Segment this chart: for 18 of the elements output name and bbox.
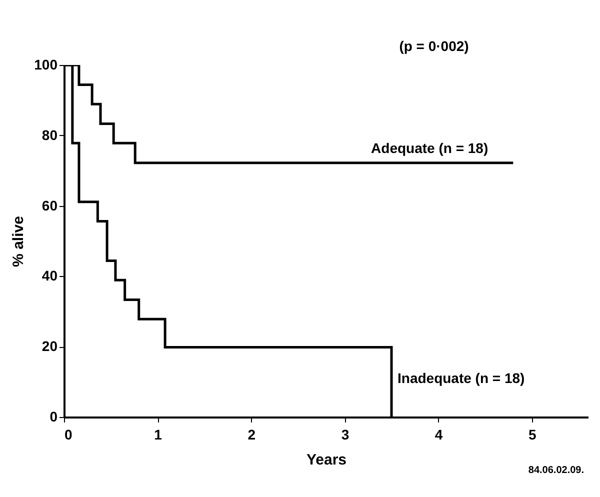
x-tick-label: 3	[341, 426, 350, 442]
x-axis-title: Years	[306, 452, 347, 468]
y-tick-label: 80	[42, 126, 58, 143]
text: 84.06.02.09.	[528, 465, 584, 476]
x-tick-label: 4	[434, 426, 443, 442]
y-tick-label: 40	[42, 268, 58, 284]
x-tick-label: 1	[154, 426, 162, 442]
series-label: Adequate (n = 18)	[371, 140, 488, 156]
x-tick-label: 2	[248, 426, 256, 442]
series-label: Inadequate (n = 18)	[398, 370, 525, 386]
y-tick-label: 60	[42, 197, 58, 214]
y-tick-label: 0	[50, 408, 58, 424]
x-tick-label: 0	[64, 426, 72, 442]
y-axis-title: % alive	[10, 216, 28, 267]
y-tick-label: 100	[34, 56, 58, 72]
text: (p = 0·002)	[399, 38, 469, 54]
y-tick-label: 20	[42, 338, 58, 354]
x-tick-label: 5	[528, 426, 536, 442]
